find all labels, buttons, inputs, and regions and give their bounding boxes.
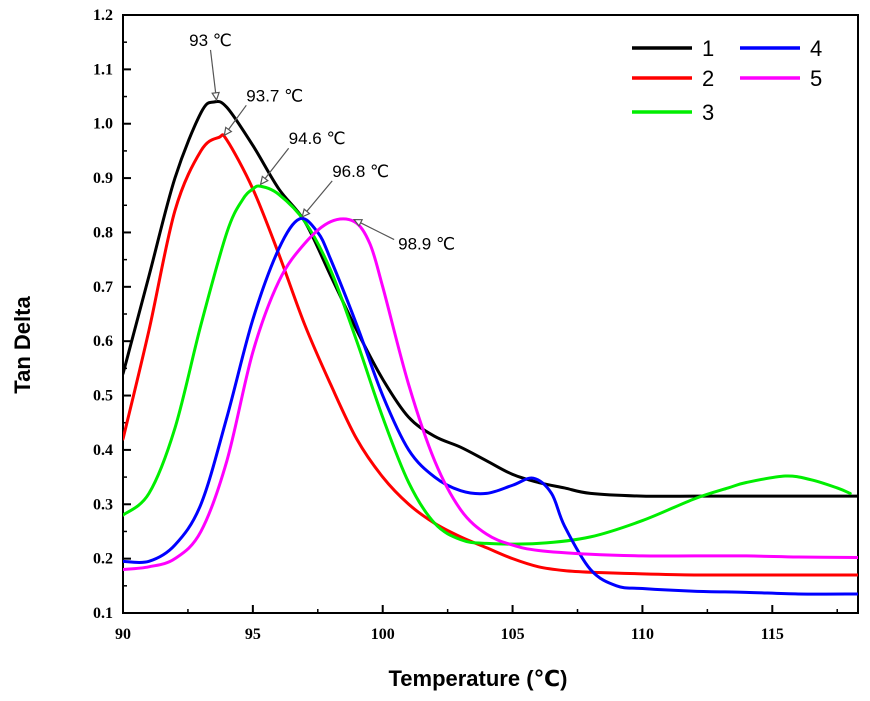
y-tick-label: 0.9 (93, 170, 113, 187)
legend-label: 4 (810, 36, 822, 61)
y-axis-title: Tan Delta (10, 296, 35, 394)
x-tick-label: 95 (245, 626, 261, 643)
series-line-4 (123, 216, 858, 596)
y-tick-label: 0.1 (93, 605, 113, 622)
y-tick-label: 0.3 (93, 496, 113, 513)
y-tick-label: 1.2 (93, 7, 113, 24)
axis-ticks: 90 95 100 105 110 115 0.1 0.2 0.3 0.4 0.5 0.6 0.7 0.8… (93, 7, 838, 643)
series-group (123, 99, 858, 596)
x-tick-label: 110 (631, 626, 654, 643)
peak-annotation: 93.7 ℃ (223, 86, 303, 137)
peak-annotation-label: 96.8 ℃ (332, 162, 389, 181)
y-tick-label: 0.4 (93, 442, 113, 459)
legend-label: 3 (702, 100, 714, 125)
legend-item-1: 1 (632, 36, 714, 61)
peak-annotation: 93 ℃ (189, 31, 232, 102)
legend-label: 5 (810, 66, 822, 91)
y-tick-label: 1.1 (93, 61, 113, 78)
y-tick-label: 0.2 (93, 551, 113, 568)
peak-annotation: 98.9 ℃ (352, 218, 455, 254)
y-tick-label: 0.6 (93, 333, 113, 350)
y-tick-label: 0.5 (93, 388, 113, 405)
peak-annotation-label: 94.6 ℃ (289, 129, 346, 148)
peak-annotation-label: 98.9 ℃ (398, 235, 455, 254)
legend: 1 2 3 4 5 (632, 36, 822, 125)
x-tick-label: 115 (761, 626, 784, 643)
y-tick-label: 0.7 (93, 279, 113, 296)
x-tick-label: 105 (501, 626, 525, 643)
legend-item-4: 4 (740, 36, 822, 61)
x-tick-label: 90 (115, 626, 131, 643)
peak-annotation-label: 93.7 ℃ (246, 86, 303, 105)
y-tick-label: 0.8 (93, 224, 113, 241)
y-tick-label: 1.0 (93, 116, 113, 133)
legend-item-5: 5 (740, 66, 822, 91)
peak-annotation-label: 93 ℃ (189, 31, 232, 50)
legend-label: 2 (702, 66, 714, 91)
legend-item-2: 2 (632, 66, 714, 91)
series-line-2 (123, 133, 858, 577)
series-line-3 (123, 184, 852, 546)
series-line-5 (123, 217, 858, 572)
peak-annotations: 93 ℃ 93.7 ℃ 94.6 ℃ 96.8 ℃ 98.9 ℃ (189, 31, 455, 254)
x-tick-label: 100 (371, 626, 395, 643)
x-axis-title: Temperature (℃) (388, 666, 567, 691)
legend-label: 1 (702, 36, 714, 61)
peak-annotation: 94.6 ℃ (259, 129, 346, 186)
plot-frame (122, 14, 859, 614)
legend-item-3: 3 (632, 100, 714, 125)
series-line-1 (123, 99, 858, 498)
peak-annotation: 96.8 ℃ (301, 162, 389, 218)
